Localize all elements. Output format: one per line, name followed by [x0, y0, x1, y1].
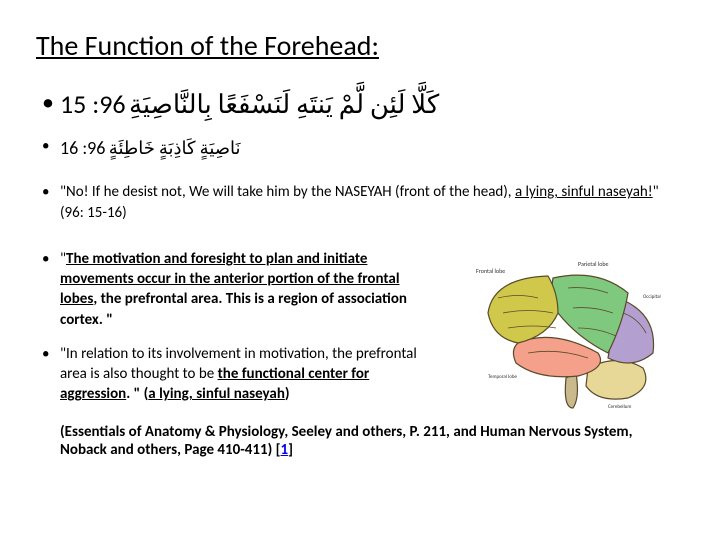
aggression-post: ) — [285, 385, 290, 403]
translation-pre: "No! If he desist not, We will take him … — [60, 183, 515, 201]
verse-2-ref: 96: 16 — [60, 137, 105, 159]
verse-1-arabic: كَلَّا لَئِن لَّمْ يَنتَهِ لَنَسْفَعًا ب… — [129, 88, 439, 120]
brain-diagram: Frontal lobe Parietal lobe Occipital Cerebe… — [458, 258, 678, 413]
motivation-mid1: , the prefrontal area. This is a region … — [60, 290, 407, 328]
verse-2-arabic: نَاصِيَةٍ كَاذِبَةٍ خَاطِئَةٍ — [109, 137, 241, 159]
aggression-mid: . " ( — [126, 385, 148, 403]
motivation-bullet: "The motivation and foresight to plan an… — [36, 249, 430, 330]
svg-text:Cerebellum: Cerebellum — [608, 404, 631, 410]
svg-text:Occipital: Occipital — [643, 294, 661, 300]
verse-1: كَلَّا لَئِن لَّمْ يَنتَهِ لَنَسْفَعًا ب… — [36, 87, 684, 122]
verse-2: نَاصِيَةٍ كَاذِبَةٍ خَاطِئَةٍ 96: 16 — [36, 136, 684, 160]
citation: (Essentials of Anatomy & Physiology, See… — [60, 423, 680, 459]
svg-text:Frontal lobe: Frontal lobe — [476, 267, 505, 275]
svg-text:Temporal lobe: Temporal lobe — [488, 374, 517, 380]
verse-1-ref: 96: 15 — [60, 88, 126, 120]
translation-bullet: "No! If he desist not, We will take him … — [36, 182, 684, 223]
aggression-u2: a lying, sinful naseyah — [148, 385, 285, 403]
aggression-bullet: "In relation to its involvement in motiv… — [36, 344, 430, 405]
citation-text: (Essentials of Anatomy & Physiology, See… — [60, 423, 632, 459]
citation-after: ] — [288, 441, 293, 459]
translation-underlined: a lying, sinful naseyah! — [515, 183, 653, 201]
svg-text:Parietal lobe: Parietal lobe — [578, 260, 609, 268]
page-title: The Function of the Forehead: — [36, 28, 684, 63]
citation-link[interactable]: 1 — [281, 441, 289, 459]
